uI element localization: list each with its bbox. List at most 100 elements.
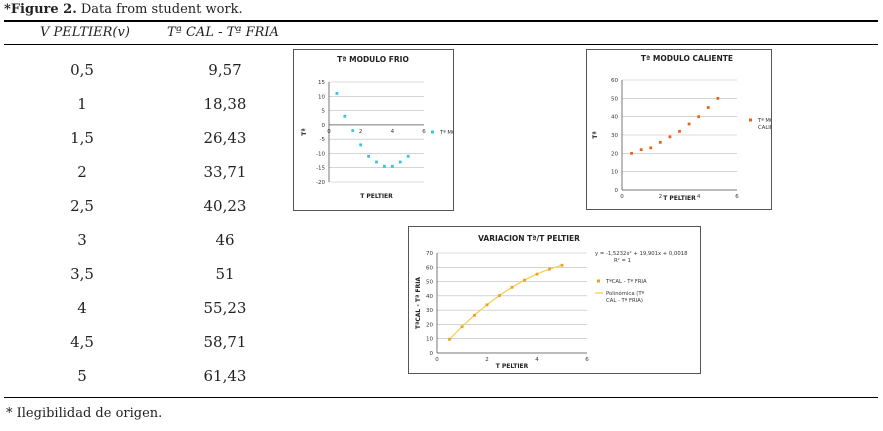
chart-title: VARIACION Tª/T PELTIER	[478, 234, 580, 243]
y-tick-label: -10	[316, 151, 325, 157]
legend-label: Tª MODULO FRIO	[439, 129, 453, 136]
legend-swatch	[597, 279, 600, 283]
x-tick-label: 2	[659, 194, 663, 200]
y-tick-label: 5	[322, 109, 326, 115]
legend-label: Polinómica (Tª	[606, 290, 645, 297]
cell-voltage: 1,5	[70, 129, 94, 147]
cell-temp-diff: 51	[215, 265, 235, 283]
cell-voltage: 5	[77, 367, 87, 385]
cell-voltage: 0,5	[70, 61, 94, 79]
x-tick-label: 0	[435, 357, 439, 363]
x-tick-label: 0	[620, 194, 624, 200]
data-point	[485, 303, 489, 307]
legend-swatch	[749, 118, 752, 122]
cell-temp-diff: 46	[215, 231, 235, 249]
legend-label: Tª MODULO	[757, 117, 771, 124]
cell-temp-diff: 18,38	[203, 95, 247, 113]
data-point	[343, 114, 347, 118]
data-point	[448, 337, 451, 341]
y-axis-label: Tª	[592, 131, 599, 138]
cell-temp-diff: 58,71	[203, 333, 247, 351]
data-point	[535, 272, 539, 276]
data-point	[668, 135, 672, 139]
data-point	[383, 164, 386, 168]
data-point	[375, 160, 378, 164]
x-tick-label: 2	[485, 357, 489, 363]
column-header-voltage: V PELTIER(v)	[40, 25, 130, 40]
data-point	[706, 106, 710, 109]
cell-voltage: 4,5	[70, 333, 94, 351]
y-axis-label: Tª	[301, 128, 308, 135]
legend-swatch	[431, 130, 434, 134]
chart-variacion-svg: VARIACION Tª/T PELTIER 70 60 50 40 30 20 10 00 2 4…	[415, 234, 688, 370]
data-point	[351, 129, 355, 132]
y-tick-label: 40	[426, 294, 433, 300]
data-point	[687, 122, 691, 126]
legend-label: CALIENTE	[758, 125, 771, 131]
cell-voltage: 3	[77, 231, 87, 249]
y-tick-label: -15	[316, 166, 325, 172]
x-tick-label: 6	[585, 357, 589, 363]
cell-temp-diff: 61,43	[203, 367, 247, 385]
data-point	[390, 164, 394, 168]
data-point	[649, 146, 653, 150]
x-axis-label: T PELTIER	[663, 195, 696, 202]
caption-label: Figure 2.	[10, 2, 77, 17]
caption-star: *	[4, 2, 11, 17]
caption-text: Data from student work.	[76, 2, 243, 17]
y-tick-label: -5	[320, 137, 326, 143]
chart-title: Tª MODULO FRIO	[337, 55, 409, 64]
cell-voltage: 2,5	[70, 197, 94, 215]
chart-modulo-caliente: Tª MODULO CALIENTE 60 50 40 30 20 10 0 0 2 4 6 T PEL…	[586, 49, 772, 210]
y-tick-label: 30	[426, 308, 433, 314]
data-point	[716, 96, 720, 100]
data-point	[630, 151, 633, 155]
y-tick-label: 0	[322, 123, 326, 129]
y-tick-label: 0	[430, 351, 434, 357]
data-point	[367, 154, 370, 158]
x-tick-label: 4	[697, 194, 701, 200]
data-point	[473, 313, 476, 317]
table-bottom-rule	[4, 397, 878, 398]
data-point	[523, 278, 526, 282]
y-tick-label: 10	[426, 337, 433, 343]
chart-modulo-frio: Tª MODULO FRIO 15 10 5 0 -5 -10 -15 -20 0 2 4 6 T PEL…	[293, 49, 454, 211]
x-axis-label: T PELTIER	[496, 363, 529, 370]
chart-variacion: VARIACION Tª/T PELTIER 70 60 50 40 30 20 10 0 0 2 4…	[408, 226, 701, 374]
table-header-rule	[4, 44, 878, 45]
chart-title: Tª MODULO CALIENTE	[641, 54, 733, 63]
data-point	[548, 267, 551, 271]
cell-voltage: 3,5	[70, 265, 94, 283]
data-point	[398, 160, 402, 164]
x-tick-label: 6	[422, 129, 426, 135]
y-tick-label: 70	[426, 251, 433, 257]
cell-temp-diff: 40,23	[203, 197, 247, 215]
cell-temp-diff: 33,71	[203, 163, 247, 181]
x-tick-label: 0	[327, 129, 331, 135]
x-axis-label: T PELTIER	[360, 193, 393, 200]
data-point	[498, 294, 501, 297]
legend-label: CAL - Tª FRIA)	[606, 297, 643, 304]
data-point	[639, 148, 643, 152]
data-point	[406, 154, 410, 158]
y-tick-label: 50	[426, 280, 433, 286]
y-tick-label: -20	[316, 180, 325, 186]
cell-temp-diff: 9,57	[208, 61, 242, 79]
cell-voltage: 4	[77, 299, 87, 317]
y-tick-label: 10	[611, 170, 618, 176]
data-point	[510, 285, 514, 289]
cell-voltage: 2	[77, 163, 87, 181]
trendline	[449, 264, 563, 340]
data-point	[560, 263, 564, 267]
table-top-rule	[4, 20, 878, 22]
x-tick-label: 6	[735, 194, 739, 200]
cell-temp-diff: 26,43	[203, 129, 247, 147]
y-tick-label: 60	[611, 78, 618, 84]
column-header-temp-diff: Tª CAL - Tª FRIA	[167, 25, 279, 40]
x-tick-label: 4	[391, 129, 395, 135]
data-point	[335, 92, 339, 95]
fit-r-squared: R² = 1	[614, 257, 631, 264]
fit-equation: y = -1,5232x² + 19,901x + 0,0018	[595, 250, 688, 257]
data-point	[359, 143, 363, 147]
